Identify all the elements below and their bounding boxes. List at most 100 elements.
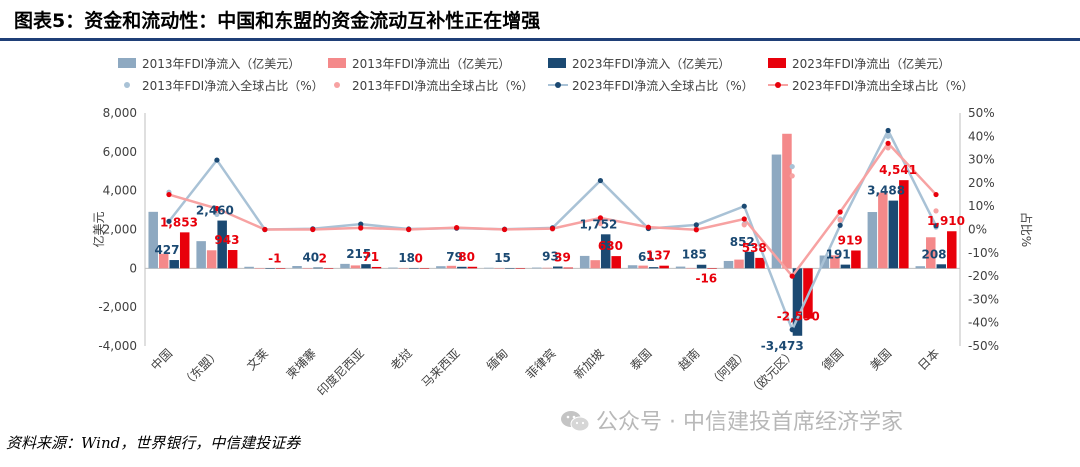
bar-0 <box>388 267 398 269</box>
data-label: 2 <box>319 251 327 265</box>
y-right-tick-label: -30% <box>968 292 999 306</box>
data-label: 137 <box>646 249 671 263</box>
marker-7 <box>406 226 412 233</box>
x-tick-label: 泰国 <box>628 346 655 373</box>
title-divider <box>0 38 1080 41</box>
bar-1 <box>446 265 457 269</box>
bar-2 <box>409 267 419 269</box>
x-tick-label: 越南 <box>675 346 703 374</box>
bar-2 <box>505 268 515 269</box>
bar-3 <box>755 257 765 269</box>
y-right-tick-label: -50% <box>968 339 999 353</box>
data-label: 185 <box>682 248 707 262</box>
legend-marker <box>555 82 561 88</box>
bar-1 <box>638 265 648 269</box>
x-tick-label: 菲律宾 <box>523 346 559 382</box>
data-label: 943 <box>214 233 239 247</box>
bar-2 <box>696 264 707 269</box>
data-label: 18 <box>398 251 415 265</box>
x-tick-label: （阿盟） <box>707 346 751 390</box>
legend-label: 2013年FDI净流出（亿美元） <box>352 56 510 71</box>
marker-7 <box>645 224 651 230</box>
bar-3 <box>419 268 430 269</box>
bar-0 <box>771 154 782 269</box>
bar-2 <box>648 267 659 269</box>
marker-5 <box>741 222 747 228</box>
bar-3 <box>275 268 286 269</box>
marker-7 <box>741 216 747 222</box>
marker-6 <box>166 218 172 224</box>
marker-7 <box>837 209 843 215</box>
marker-6 <box>741 203 747 209</box>
bar-1 <box>830 255 840 269</box>
wechat-icon <box>561 411 590 432</box>
y-right-axis-title: 占比% <box>1019 212 1034 247</box>
bar-1 <box>206 250 217 269</box>
bar-3 <box>611 256 621 269</box>
legend-swatch <box>118 58 136 68</box>
bar-2 <box>265 268 275 269</box>
bar-0 <box>196 241 206 269</box>
data-label: 3,488 <box>867 184 905 198</box>
bar-3 <box>707 268 717 269</box>
bar-2 <box>457 266 467 269</box>
legend-marker <box>775 82 781 88</box>
marker-7 <box>262 226 268 233</box>
x-tick-label: 马来西亚 <box>419 346 463 390</box>
bar-3 <box>947 231 957 269</box>
data-label: 39 <box>554 251 571 265</box>
legend-label: 2013年FDI净流入（亿美元） <box>142 56 300 71</box>
y-tick-label: 6,000 <box>103 145 137 159</box>
data-label: 538 <box>742 241 767 255</box>
x-tick-label: 印度尼西亚 <box>314 346 367 399</box>
bar-3 <box>179 232 190 269</box>
bar-1 <box>926 237 936 269</box>
y-right-tick-label: 10% <box>968 199 995 213</box>
chart-title: 图表5：资金和流动性：中国和东盟的资金流动互补性正在增强 <box>14 10 541 32</box>
marker-7 <box>549 225 556 232</box>
x-tick-label: 文莱 <box>243 346 271 374</box>
watermark-text: 公众号 · 中信建投首席经济学家 <box>596 410 903 435</box>
marker-7 <box>166 191 172 198</box>
x-tick-label: 老挝 <box>388 346 415 373</box>
data-label: 919 <box>838 233 863 247</box>
bar-0 <box>915 266 926 269</box>
data-label: 40 <box>302 251 319 265</box>
marker-7 <box>310 226 316 233</box>
bar-1 <box>734 259 744 269</box>
marker-7 <box>885 140 891 146</box>
legend-swatch <box>548 58 566 68</box>
bar-1 <box>302 268 313 269</box>
marker-5 <box>885 145 891 151</box>
marker-6 <box>789 327 795 333</box>
legend-label: 2013年FDI净流出全球占比（%） <box>352 78 534 93</box>
bar-0 <box>436 266 446 269</box>
bar-0 <box>867 212 878 269</box>
y-tick-label: -2,000 <box>98 300 137 314</box>
data-label: -3,473 <box>761 339 804 353</box>
marker-7 <box>454 225 460 231</box>
y-right-tick-label: 30% <box>968 153 995 167</box>
legend-swatch <box>328 58 346 68</box>
bar-3 <box>563 267 573 269</box>
bar-3 <box>659 265 669 269</box>
fdi-chart: -4,000 -2,000 0 2,000 4,000 6,000 8,000 -50% -40… <box>91 56 1034 399</box>
data-label: 208 <box>921 247 946 261</box>
y-tick-label: -4,000 <box>98 339 137 353</box>
bar-3 <box>851 250 861 269</box>
data-label: 15 <box>494 251 511 265</box>
y-right-tick-label: 40% <box>968 129 995 143</box>
source-note: 资料来源：Wind，世界银行，中信建投证券 <box>6 434 301 452</box>
bar-2 <box>888 200 899 269</box>
marker-6 <box>597 177 604 184</box>
bar-2 <box>600 234 611 269</box>
data-label: 852 <box>730 235 755 249</box>
y-right-tick-label: 20% <box>968 176 995 190</box>
bar-1 <box>494 268 505 269</box>
data-label: 630 <box>598 239 623 253</box>
bar-2 <box>361 264 371 269</box>
marker-5 <box>789 173 795 179</box>
bar-2 <box>936 264 947 269</box>
bar-0 <box>532 267 542 269</box>
data-label: 1,910 <box>927 214 965 228</box>
